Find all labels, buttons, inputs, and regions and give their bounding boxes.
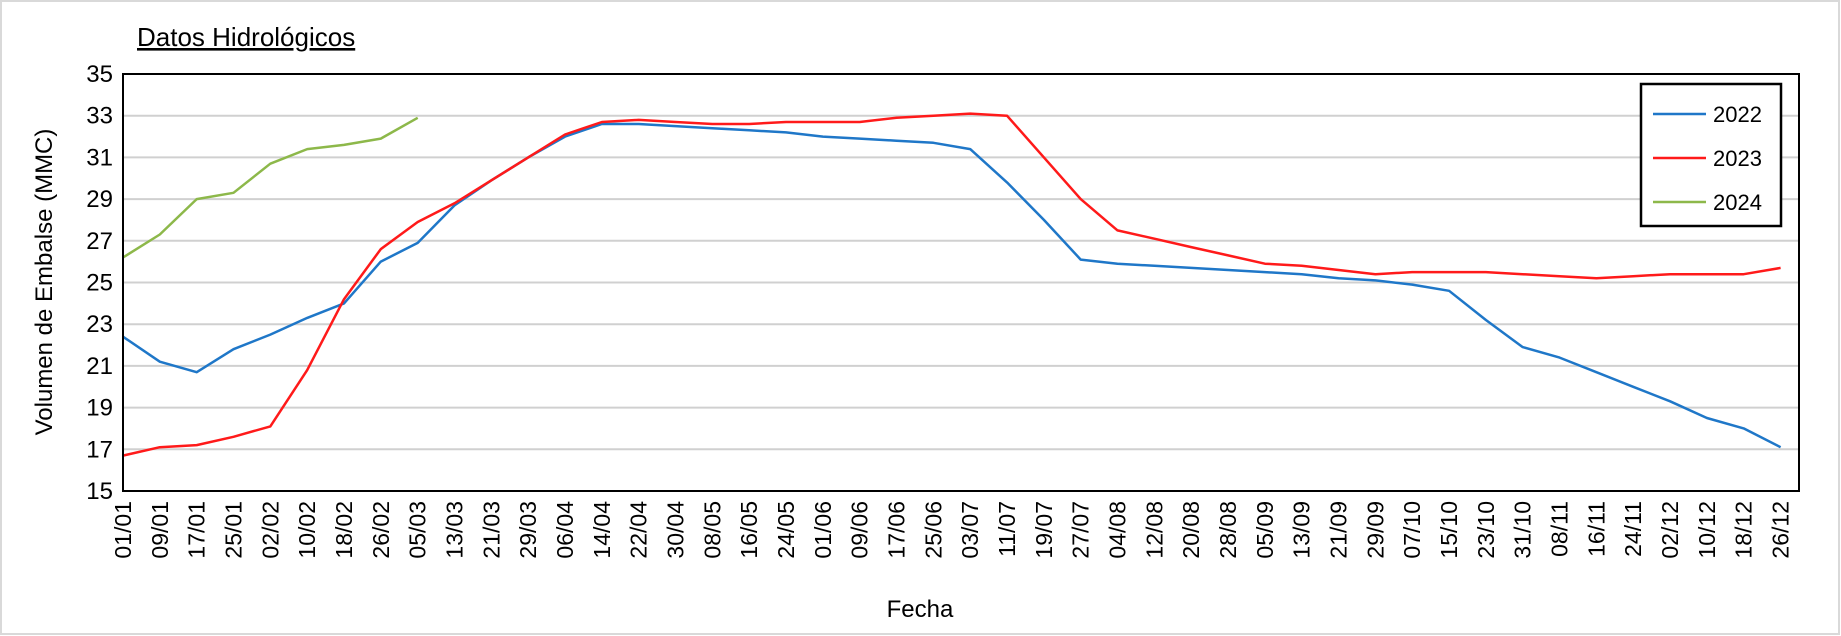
x-tick-label: 06/04 xyxy=(552,501,578,559)
x-tick-label: 04/08 xyxy=(1105,501,1131,559)
x-tick-label: 01/01 xyxy=(110,501,136,559)
x-tick-label: 25/01 xyxy=(221,501,247,559)
legend-label: 2023 xyxy=(1713,146,1762,171)
x-tick-label: 31/10 xyxy=(1510,501,1536,559)
x-tick-label: 22/04 xyxy=(626,501,652,559)
x-tick-label: 11/07 xyxy=(994,501,1020,557)
y-tick-label: 15 xyxy=(86,478,113,505)
x-tick-label: 26/02 xyxy=(368,501,394,559)
series-line xyxy=(122,122,1782,449)
legend-label: 2022 xyxy=(1713,102,1762,127)
x-tick-label: 07/10 xyxy=(1399,501,1425,559)
y-tick-label: 19 xyxy=(86,395,113,422)
y-tick-label: 17 xyxy=(86,436,113,463)
x-tick-label: 21/09 xyxy=(1326,501,1352,559)
x-tick-label: 29/09 xyxy=(1362,501,1388,559)
y-tick-label: 31 xyxy=(86,144,113,171)
x-tick-label: 05/03 xyxy=(405,501,431,559)
x-tick-label: 16/05 xyxy=(736,501,762,559)
legend-label: 2024 xyxy=(1713,190,1762,215)
x-tick-label: 17/01 xyxy=(184,501,210,559)
x-tick-label: 24/11 xyxy=(1620,501,1646,557)
x-tick-label: 08/05 xyxy=(699,501,725,559)
y-axis-label: Volumen de Embalse (MMC) xyxy=(31,129,58,436)
x-tick-label: 14/04 xyxy=(589,501,615,559)
x-tick-label: 19/07 xyxy=(1031,501,1057,559)
x-tick-label: 10/02 xyxy=(294,501,320,559)
y-tick-label: 23 xyxy=(86,311,113,338)
x-tick-label: 10/12 xyxy=(1694,501,1720,559)
chart-title: Datos Hidrológicos xyxy=(137,22,355,52)
x-tick-label: 12/08 xyxy=(1141,501,1167,559)
x-tick-label: 13/09 xyxy=(1289,501,1315,559)
x-tick-label: 18/02 xyxy=(331,501,357,559)
x-tick-label: 21/03 xyxy=(478,501,504,559)
x-tick-label: 15/10 xyxy=(1436,501,1462,559)
x-tick-label: 13/03 xyxy=(442,501,468,559)
x-tick-label: 02/12 xyxy=(1657,501,1683,559)
plot-border xyxy=(122,73,1800,492)
x-tick-label: 18/12 xyxy=(1731,501,1757,559)
x-tick-label: 28/08 xyxy=(1215,501,1241,559)
y-tick-label: 33 xyxy=(86,103,113,130)
x-tick-label: 20/08 xyxy=(1178,501,1204,559)
x-tick-label: 05/09 xyxy=(1252,501,1278,559)
x-tick-label: 01/06 xyxy=(810,501,836,559)
y-tick-label: 35 xyxy=(86,61,113,88)
x-tick-label: 09/01 xyxy=(147,501,173,559)
x-tick-label: 26/12 xyxy=(1768,501,1794,559)
x-tick-label: 16/11 xyxy=(1583,501,1609,557)
x-tick-label: 09/06 xyxy=(847,501,873,559)
series-line xyxy=(122,116,419,259)
x-axis-label: Fecha xyxy=(887,596,954,623)
y-tick-label: 27 xyxy=(86,228,113,255)
y-tick-label: 25 xyxy=(86,270,113,297)
x-tick-label: 30/04 xyxy=(663,501,689,559)
x-tick-label: 24/05 xyxy=(773,501,799,559)
x-tick-label: 25/06 xyxy=(920,501,946,559)
x-tick-label: 23/10 xyxy=(1473,501,1499,559)
y-tick-label: 21 xyxy=(86,353,113,380)
series-line xyxy=(122,112,1781,457)
x-tick-label: 03/07 xyxy=(957,501,983,559)
x-tick-label: 17/06 xyxy=(884,501,910,559)
y-tick-label: 29 xyxy=(86,186,113,213)
x-tick-label: 27/07 xyxy=(1068,501,1094,559)
x-tick-label: 02/02 xyxy=(257,501,283,559)
x-tick-label: 29/03 xyxy=(515,501,541,559)
x-tick-label: 08/11 xyxy=(1547,501,1573,557)
